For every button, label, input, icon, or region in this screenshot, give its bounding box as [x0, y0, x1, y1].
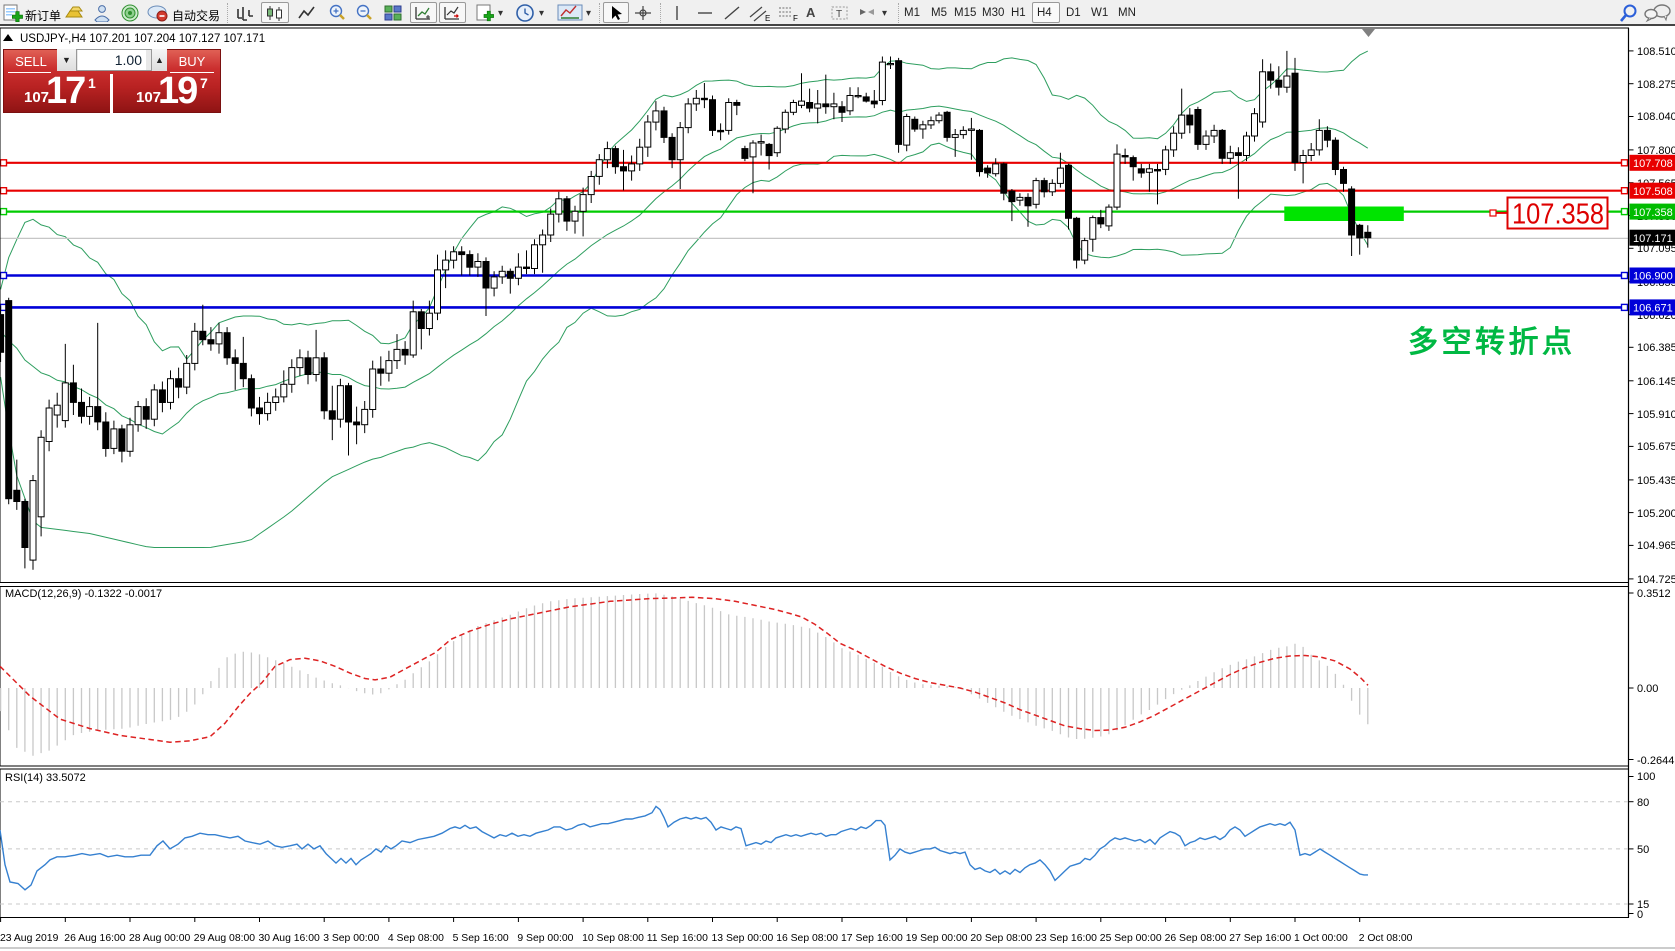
svg-text:USDJPY-,H4 107.201 107.204 10: USDJPY-,H4 107.201 107.204 107.127 107.1…: [20, 33, 265, 45]
svg-text:105.200: 105.200: [1637, 508, 1675, 520]
svg-text:1 Oct 00:00: 1 Oct 00:00: [1294, 933, 1348, 944]
svg-text:9 Sep 00:00: 9 Sep 00:00: [517, 933, 573, 944]
svg-text:5 Sep 16:00: 5 Sep 16:00: [453, 933, 509, 944]
svg-text:0.00: 0.00: [1637, 683, 1658, 695]
svg-text:106.385: 106.385: [1637, 342, 1675, 354]
svg-text:100: 100: [1637, 771, 1655, 783]
svg-text:26 Aug 16:00: 26 Aug 16:00: [64, 933, 125, 944]
svg-text:11 Sep 16:00: 11 Sep 16:00: [647, 933, 708, 944]
svg-text:107.171: 107.171: [1633, 233, 1673, 245]
svg-text:106.145: 106.145: [1637, 376, 1675, 388]
svg-text:0.3512: 0.3512: [1637, 588, 1671, 600]
svg-text:107.508: 107.508: [1633, 186, 1673, 198]
svg-text:4 Sep 08:00: 4 Sep 08:00: [388, 933, 444, 944]
svg-text:3 Sep 00:00: 3 Sep 00:00: [323, 933, 379, 944]
svg-text:27 Sep 16:00: 27 Sep 16:00: [1229, 933, 1291, 944]
svg-text:105.675: 105.675: [1637, 441, 1675, 453]
svg-text:10 Sep 08:00: 10 Sep 08:00: [582, 933, 644, 944]
svg-text:0: 0: [1637, 909, 1643, 921]
svg-text:15: 15: [1637, 899, 1649, 911]
svg-text:16 Sep 08:00: 16 Sep 08:00: [776, 933, 838, 944]
svg-text:30 Aug 16:00: 30 Aug 16:00: [259, 933, 320, 944]
svg-text:107.800: 107.800: [1637, 145, 1675, 157]
svg-text:17 Sep 16:00: 17 Sep 16:00: [841, 933, 903, 944]
svg-text:108.510: 108.510: [1637, 46, 1675, 58]
svg-text:104.965: 104.965: [1637, 540, 1675, 552]
svg-text:E: E: [765, 14, 770, 22]
svg-text:105.435: 105.435: [1637, 475, 1675, 487]
svg-text:107.358: 107.358: [1512, 199, 1604, 231]
svg-text:23 Sep 16:00: 23 Sep 16:00: [1035, 933, 1097, 944]
svg-text:F: F: [793, 14, 798, 22]
svg-text:80: 80: [1637, 797, 1649, 809]
svg-text:28 Aug 00:00: 28 Aug 00:00: [129, 933, 190, 944]
svg-text:50: 50: [1637, 844, 1649, 856]
svg-text:108.040: 108.040: [1637, 111, 1675, 123]
svg-text:107.095: 107.095: [1637, 243, 1675, 255]
svg-text:105.910: 105.910: [1637, 409, 1675, 421]
svg-text:107.358: 107.358: [1633, 207, 1673, 219]
svg-text:20 Sep 08:00: 20 Sep 08:00: [970, 933, 1032, 944]
svg-text:106.900: 106.900: [1633, 271, 1673, 283]
svg-text:23 Aug 2019: 23 Aug 2019: [0, 933, 59, 944]
svg-text:108.275: 108.275: [1637, 79, 1675, 91]
svg-text:107.708: 107.708: [1633, 158, 1673, 170]
svg-text:T: T: [836, 9, 842, 20]
svg-text:25 Sep 00:00: 25 Sep 00:00: [1100, 933, 1162, 944]
svg-text:MACD(12,26,9) -0.1322 -0.0017: MACD(12,26,9) -0.1322 -0.0017: [5, 588, 162, 600]
svg-text:19 Sep 00:00: 19 Sep 00:00: [906, 933, 968, 944]
svg-text:106.671: 106.671: [1633, 303, 1673, 315]
svg-text:104.725: 104.725: [1637, 574, 1675, 586]
svg-text:13 Sep 00:00: 13 Sep 00:00: [712, 933, 774, 944]
svg-text:26 Sep 08:00: 26 Sep 08:00: [1165, 933, 1227, 944]
svg-text:多空转折点: 多空转折点: [1408, 326, 1572, 359]
svg-text:-0.2644: -0.2644: [1637, 755, 1674, 767]
svg-text:2 Oct 08:00: 2 Oct 08:00: [1359, 933, 1413, 944]
svg-text:RSI(14) 33.5072: RSI(14) 33.5072: [5, 772, 86, 784]
svg-text:29 Aug 08:00: 29 Aug 08:00: [194, 933, 255, 944]
